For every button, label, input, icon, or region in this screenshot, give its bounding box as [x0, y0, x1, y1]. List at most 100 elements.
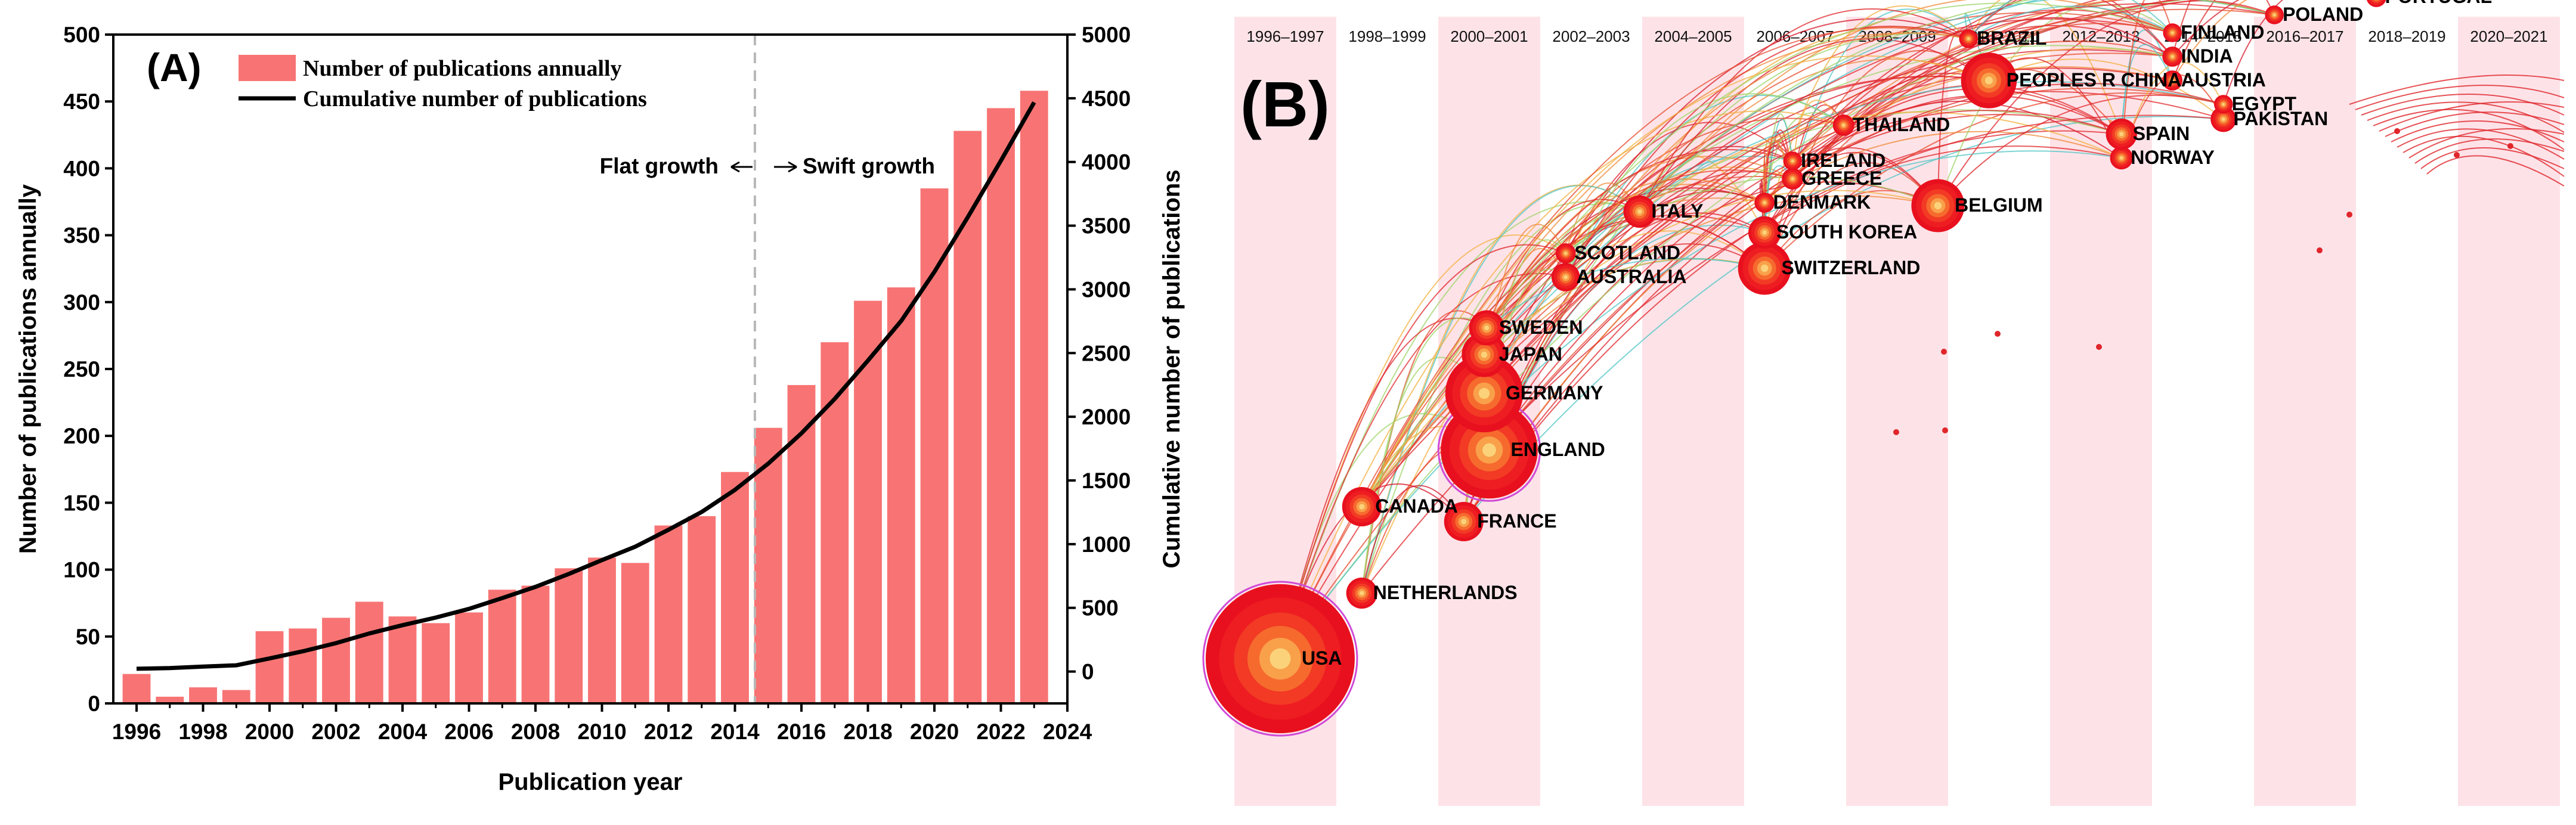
- y-right-tick-label: 0: [1082, 660, 1094, 684]
- country-label: IRELAND: [1801, 150, 1885, 171]
- node-ring: [1481, 352, 1488, 358]
- node-ring: [1985, 76, 1993, 84]
- bar-2002: [322, 618, 350, 703]
- node-ring: [1637, 209, 1642, 214]
- node-india: [2162, 46, 2182, 67]
- country-label: NETHERLANDS: [1373, 582, 1518, 603]
- flat-growth-label: Flat growth: [600, 154, 719, 178]
- bar-2007: [488, 590, 516, 703]
- x-tick-label: 1996: [112, 719, 161, 744]
- node-ring: [1934, 202, 1942, 209]
- x-tick-label: 1998: [178, 719, 227, 744]
- node-portugal: [2366, 0, 2386, 7]
- node-ring: [1762, 230, 1767, 235]
- bar-2010: [588, 557, 616, 703]
- bar-2013: [688, 516, 716, 703]
- node-finland: [2163, 23, 2182, 42]
- minor-node: [2096, 344, 2102, 350]
- node-ring: [1482, 443, 1496, 457]
- node-ring: [1842, 123, 1845, 126]
- legend-line-label: Cumulative number of publications: [303, 86, 647, 111]
- y-tick-label: 300: [63, 290, 100, 315]
- period-header: 2020–2021: [2470, 27, 2547, 45]
- y-right-tick-label: 500: [1082, 596, 1119, 621]
- y-right-tick-label: 3500: [1082, 214, 1131, 238]
- bar-series: [123, 91, 1048, 703]
- node-ring: [1359, 504, 1364, 509]
- country-label: AUSTRALIA: [1577, 266, 1687, 287]
- bar-2012: [655, 526, 683, 703]
- swift-growth-arrow: [774, 162, 797, 172]
- node-ring: [1967, 38, 1970, 40]
- country-label: SWEDEN: [1499, 317, 1583, 338]
- country-label: FINLAND: [2181, 21, 2264, 43]
- node-ring: [2171, 55, 2174, 58]
- y-right-tick-label: 1500: [1082, 469, 1131, 493]
- node-ring: [2273, 14, 2275, 16]
- node-ring: [1761, 265, 1768, 272]
- bar-2023: [1020, 91, 1048, 703]
- country-label: GERMANY: [1506, 382, 1603, 404]
- y-right-tick-label: 2500: [1082, 341, 1131, 365]
- country-label: SOUTH KOREA: [1776, 221, 1917, 243]
- minor-node: [2454, 152, 2460, 158]
- node-ring: [1763, 201, 1766, 204]
- country-label: POLAND: [2283, 4, 2363, 25]
- y-tick-label: 150: [63, 491, 100, 515]
- x-tick-label: 2020: [910, 719, 959, 744]
- minor-node: [1941, 349, 1947, 355]
- flat-growth-arrow: [731, 162, 753, 172]
- x-tick-label: 2024: [1043, 719, 1092, 744]
- y-tick-label: 350: [63, 224, 100, 248]
- bar-2006: [455, 612, 483, 703]
- node-australia: [1552, 263, 1580, 291]
- y-right-tick-label: 5000: [1082, 23, 1131, 47]
- node-ring: [2222, 117, 2225, 121]
- bar-1998: [189, 687, 217, 703]
- node-ireland: [1783, 151, 1802, 170]
- country-label: DENMARK: [1773, 191, 1871, 213]
- y-axis-title-right: Cumulative number of publications: [1159, 170, 1185, 569]
- x-tick-label: 2006: [444, 719, 493, 744]
- bar-2020: [921, 188, 949, 703]
- country-label: NORWAY: [2131, 147, 2214, 168]
- bar-2022: [987, 108, 1015, 703]
- node-egypt: [2214, 95, 2233, 114]
- country-label: BRAZIL: [1977, 27, 2046, 49]
- country-label: SPAIN: [2133, 123, 2190, 144]
- node-ring: [1461, 519, 1466, 524]
- y-tick-label: 0: [88, 691, 100, 716]
- country-label: PEOPLES R CHINA: [2007, 69, 2181, 91]
- y-tick-label: 250: [63, 357, 100, 382]
- bar-1996: [123, 674, 151, 703]
- x-tick-label: 2016: [777, 719, 826, 744]
- node-ring: [1479, 388, 1490, 399]
- bar-2019: [887, 287, 915, 703]
- y-axis-title-left: Number of publications annually: [15, 184, 41, 554]
- x-tick-label: 2008: [511, 719, 560, 744]
- node-ring: [1484, 325, 1489, 330]
- node-ring: [1360, 591, 1364, 595]
- period-header: 2016–2017: [2266, 27, 2343, 45]
- country-label: SWITZERLAND: [1781, 257, 1920, 278]
- node-poland: [2265, 5, 2284, 24]
- y-tick-label: 100: [63, 558, 100, 582]
- bar-2003: [355, 601, 383, 703]
- y-right-tick-label: 1000: [1082, 532, 1131, 557]
- bar-1999: [222, 690, 250, 703]
- node-scotland: [1556, 243, 1576, 263]
- country-label: BELGIUM: [1955, 194, 2043, 216]
- bar-2011: [621, 563, 649, 703]
- y-right-tick-label: 4500: [1082, 86, 1131, 111]
- bar-2014: [721, 472, 749, 703]
- node-ring: [1564, 252, 1567, 255]
- country-label: USA: [1302, 647, 1342, 669]
- country-label: JAPAN: [1499, 343, 1562, 365]
- minor-node: [1995, 331, 2001, 337]
